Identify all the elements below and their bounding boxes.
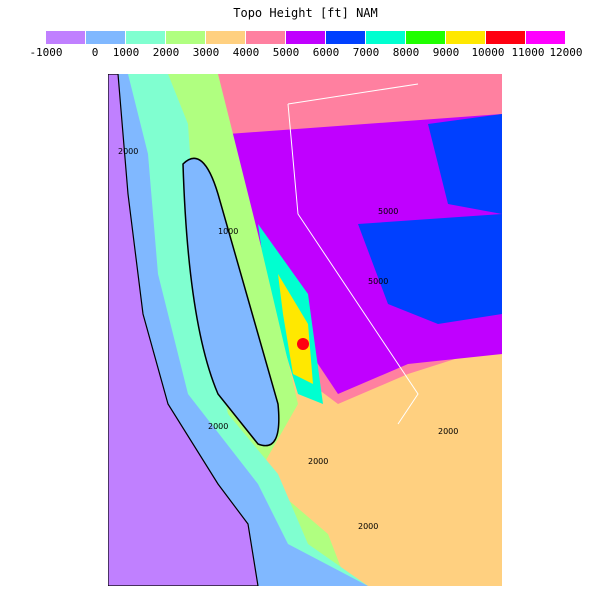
colorbar-label: 12000: [549, 46, 583, 59]
colorbar-label: 0: [91, 46, 99, 59]
colorbar-swatch: [366, 31, 405, 44]
contour-labels: 2000 2000 1000 5000 5000 2000 2000 2000: [118, 147, 458, 531]
colorbar-swatch: [486, 31, 525, 44]
colorbar-label: 2000: [152, 46, 180, 59]
contour-label: 2000: [208, 422, 228, 431]
contour-label: 5000: [368, 277, 388, 286]
colorbar: [46, 31, 566, 44]
state-border: [287, 83, 419, 425]
colorbar-swatch: [126, 31, 165, 44]
colorbar-label: 3000: [192, 46, 220, 59]
colorbar-swatch: [286, 31, 325, 44]
colorbar-swatch: [246, 31, 285, 44]
ocean: [108, 74, 259, 586]
colorbar-swatch: [206, 31, 245, 44]
colorbar-label: -1000: [29, 46, 63, 59]
colorbar-swatch: [326, 31, 365, 44]
contour-label: 2000: [118, 147, 138, 156]
high-region-e: [358, 214, 502, 324]
contour-label: 2000: [308, 457, 328, 466]
topography-map: 2000 2000 1000 5000 5000 2000 2000 2000: [108, 74, 502, 586]
central-valley: [182, 157, 280, 447]
colorbar-label: 8000: [392, 46, 420, 59]
colorbar-label: 1000: [112, 46, 140, 59]
contour-label: 5000: [378, 207, 398, 216]
sierra-peaks: [278, 274, 313, 384]
colorbar-swatch: [446, 31, 485, 44]
colorbar-swatch: [166, 31, 205, 44]
colorbar-label: 5000: [272, 46, 300, 59]
colorbar-label: 9000: [432, 46, 460, 59]
colorbar-swatch: [406, 31, 445, 44]
colorbar-swatch: [86, 31, 125, 44]
colorbar-label: 11000: [511, 46, 545, 59]
high-region-ne: [428, 114, 502, 214]
contour-label: 1000: [218, 227, 238, 236]
colorbar-label: 6000: [312, 46, 340, 59]
map-title: Topo Height [ft] NAM: [233, 6, 378, 20]
colorbar-label: 10000: [471, 46, 505, 59]
colorbar-label: 7000: [352, 46, 380, 59]
colorbar-swatch: [46, 31, 85, 44]
contour-label: 2000: [358, 522, 378, 531]
contour-label: 2000: [438, 427, 458, 436]
colorbar-label: 4000: [232, 46, 260, 59]
colorbar-swatch: [526, 31, 565, 44]
sierra-summit: [297, 338, 309, 350]
